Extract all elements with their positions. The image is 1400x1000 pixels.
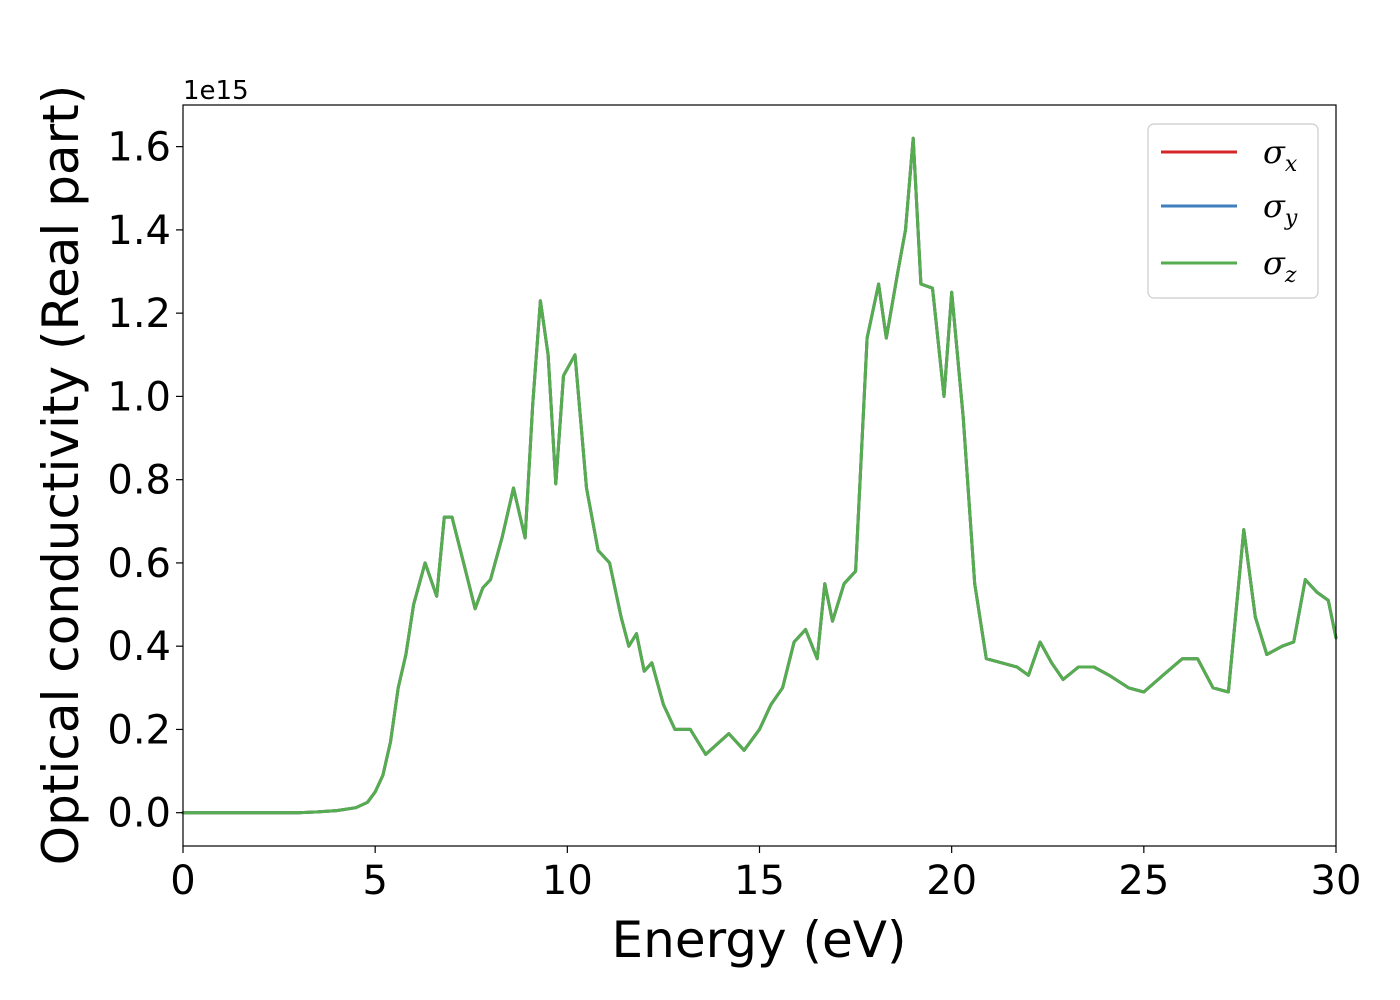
- x-axis-label: Energy (eV): [612, 911, 907, 969]
- series-layer: [181, 136, 1338, 815]
- series-line-z: [181, 136, 1338, 815]
- legend-label-z: σz: [1263, 244, 1297, 288]
- y-tick-label: 0.6: [107, 541, 171, 587]
- y-axis-label: Optical conductivity (Real part): [32, 85, 90, 866]
- x-tick-label: 20: [926, 858, 977, 904]
- y-axis: 0.0 0.2 0.4 0.6 0.8 1.0 1.2 1.4 1.6: [107, 125, 183, 837]
- y-tick-label: 1.2: [107, 291, 171, 337]
- y-tick-label: 0.8: [107, 458, 171, 504]
- y-tick-label: 0.4: [107, 624, 171, 670]
- y-tick-label: 0.0: [107, 791, 171, 837]
- y-offset-label: 1e15: [183, 76, 249, 106]
- x-tick-label: 10: [542, 858, 593, 904]
- x-axis: 0 5 10 15 20 25 30: [170, 846, 1361, 904]
- x-tick-label: 30: [1311, 858, 1362, 904]
- legend-label-y: σy: [1263, 187, 1298, 231]
- x-tick-label: 5: [362, 858, 387, 904]
- x-tick-label: 0: [170, 858, 195, 904]
- x-tick-label: 25: [1118, 858, 1169, 904]
- y-tick-label: 0.2: [107, 707, 171, 753]
- legend: σx σy σz: [1147, 123, 1319, 299]
- y-tick-label: 1.4: [107, 208, 171, 254]
- y-tick-label: 1.6: [107, 125, 171, 171]
- legend-label-x: σx: [1263, 133, 1298, 177]
- y-tick-label: 1.0: [107, 374, 171, 420]
- legend-box: [1147, 123, 1319, 299]
- x-tick-label: 15: [734, 858, 785, 904]
